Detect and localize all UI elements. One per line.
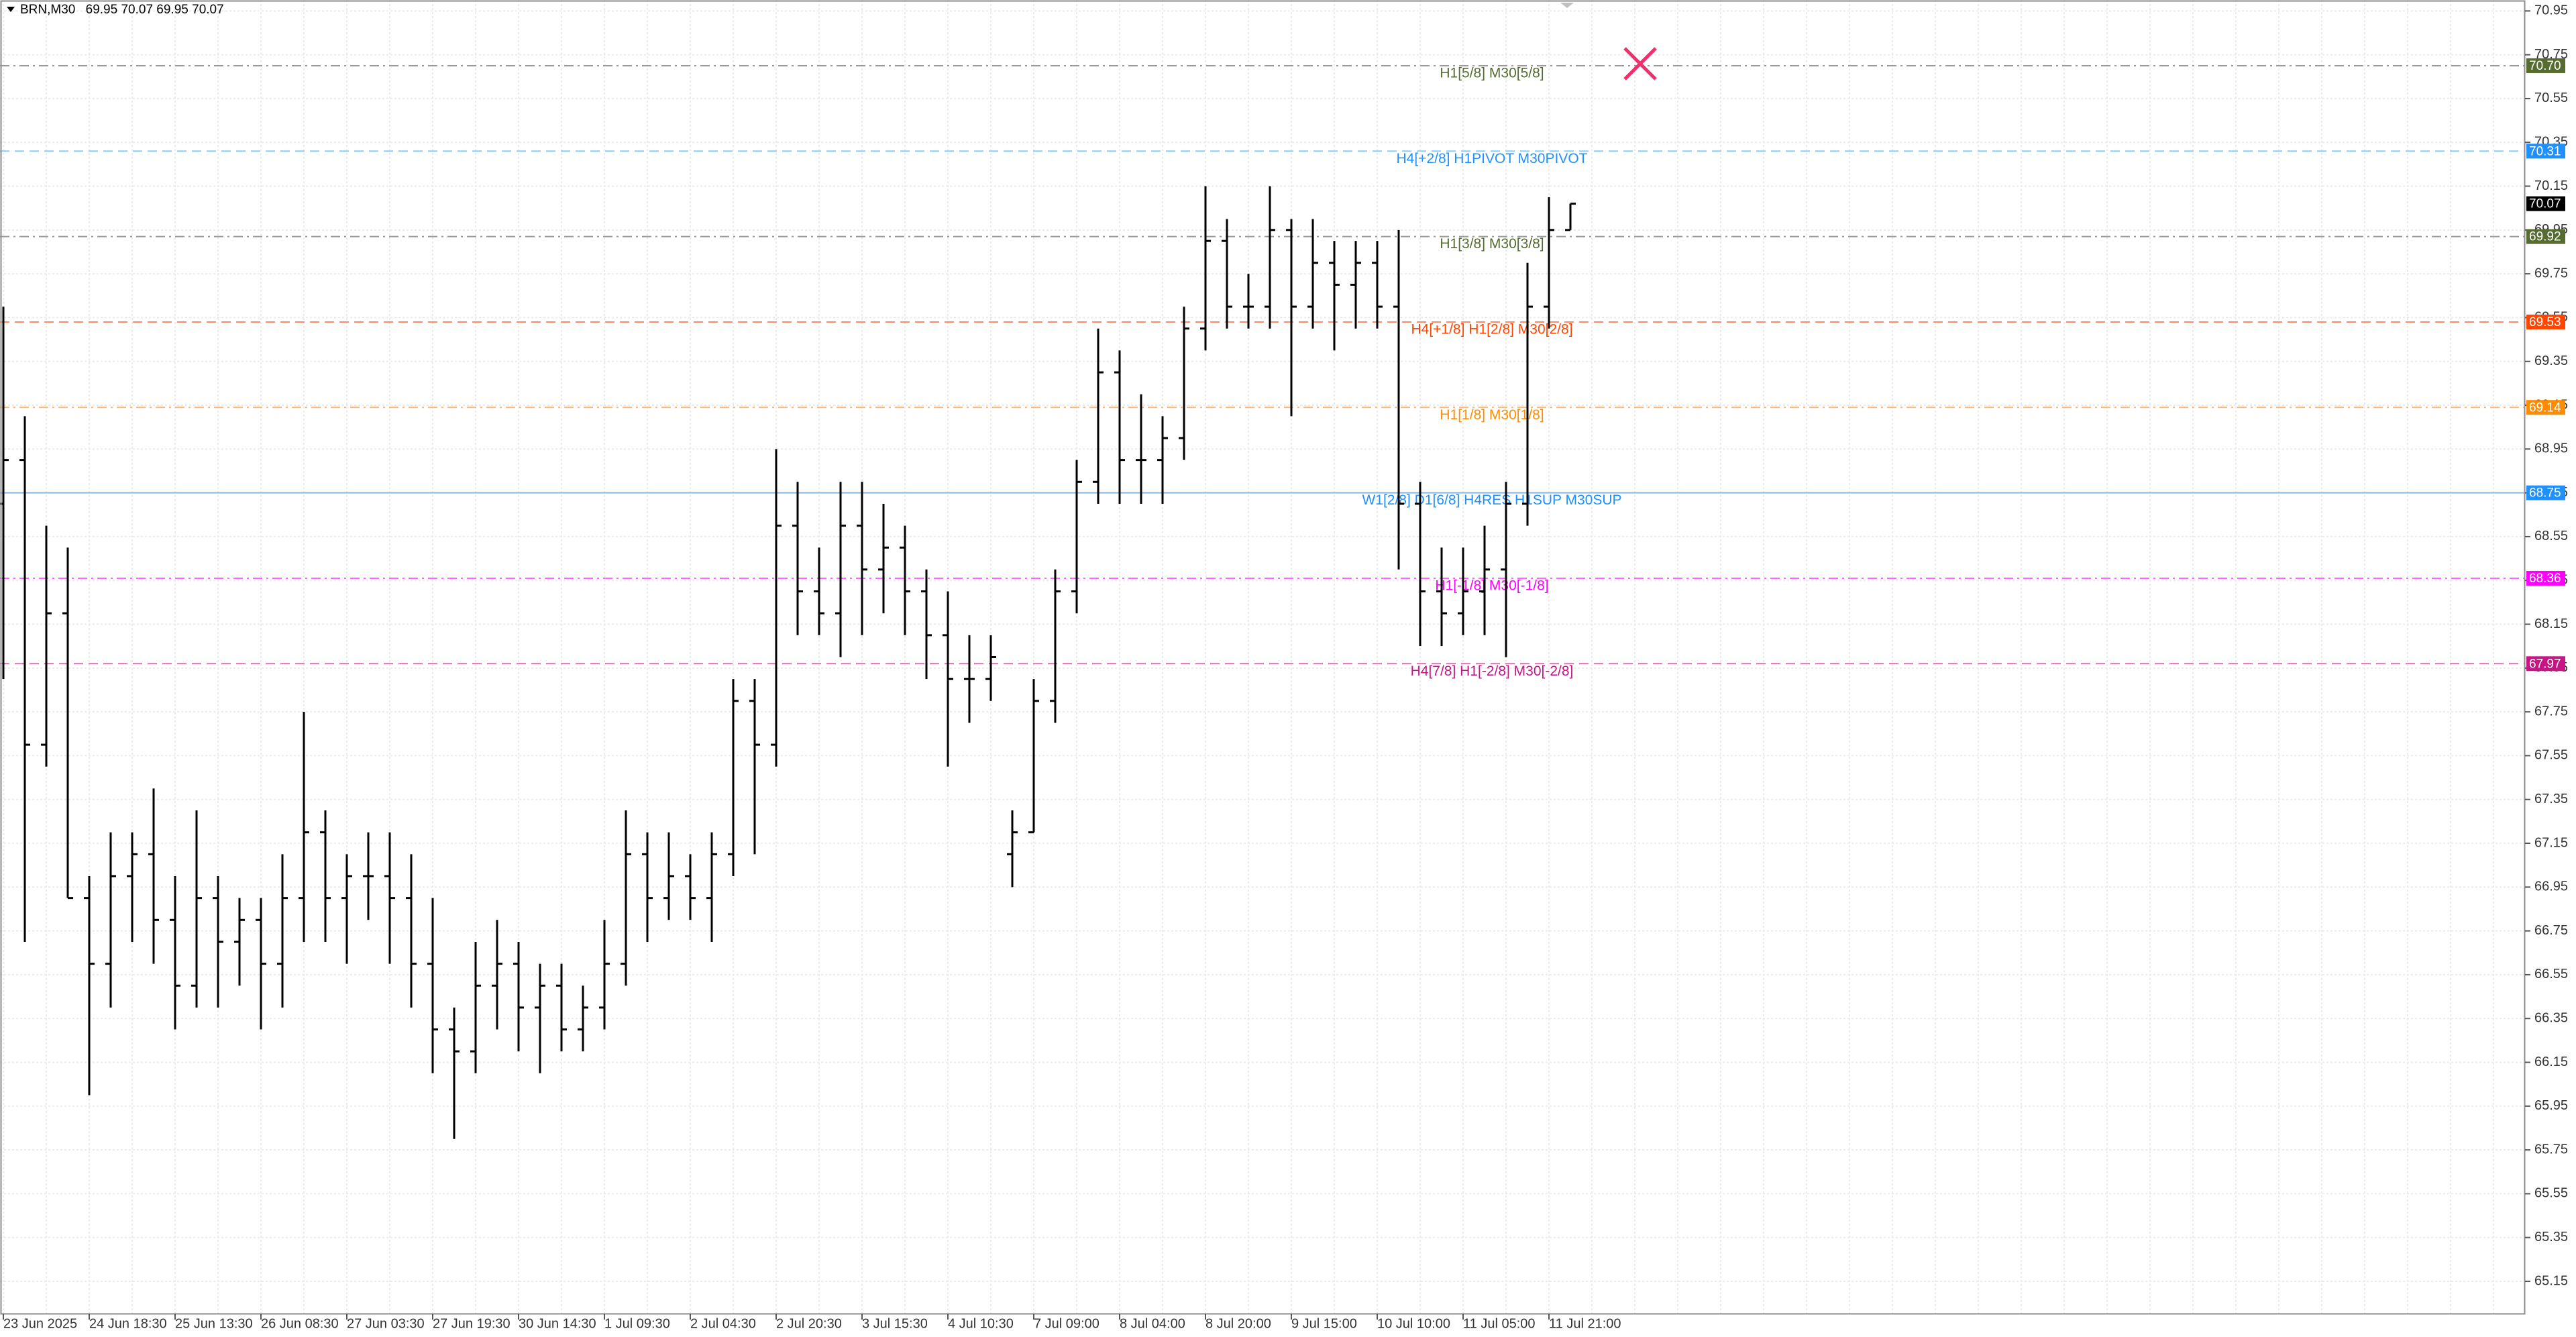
y-tick-label: 70.75 — [2534, 47, 2568, 62]
y-tick-label: 69.75 — [2534, 266, 2568, 280]
y-tick-label: 67.75 — [2534, 704, 2568, 718]
level-label: H1[1/8] M30[1/8] — [1440, 407, 1544, 423]
level-price-box — [2526, 656, 2565, 672]
last-price-box — [2526, 196, 2565, 211]
close-marker — [1623, 47, 1657, 81]
chart-header: BRN,M30 69.95 70.07 69.95 70.07 — [20, 3, 224, 17]
x-tick-label: 25 Jun 13:30 — [175, 1316, 253, 1331]
x-tick-label: 10 Jul 10:00 — [1377, 1316, 1450, 1331]
header-close: 70.07 — [192, 3, 224, 17]
level-price-label: 69.92 — [2529, 230, 2561, 244]
x-tick-label: 27 Jun 03:30 — [347, 1316, 425, 1331]
y-tick-label: 65.15 — [2534, 1273, 2568, 1288]
level-label: H4[7/8] H1[-2/8] M30[-2/8] — [1411, 663, 1574, 679]
level-price-box — [2526, 485, 2565, 500]
y-tick-label: 65.75 — [2534, 1142, 2568, 1157]
symbol: BRN,M30 — [20, 3, 75, 17]
y-tick-label: 66.15 — [2534, 1055, 2568, 1069]
plot-border — [0, 0, 2526, 1315]
y-tick-label: 66.75 — [2534, 923, 2568, 938]
level-label: W1[2/8] D1[6/8] H4RES H1SUP M30SUP — [1362, 492, 1621, 508]
axis: 70.9570.7570.5570.3570.1569.9569.7569.55… — [3, 3, 2568, 1331]
x-tick-label: 23 Jun 2025 — [3, 1316, 77, 1331]
shift-marker[interactable] — [1560, 3, 1574, 8]
y-tick-label: 66.55 — [2534, 967, 2568, 981]
menu-arrow[interactable] — [7, 7, 15, 12]
x-tick-label: 9 Jul 15:00 — [1291, 1316, 1357, 1331]
header-low: 69.95 — [156, 3, 189, 17]
grid — [0, 0, 2525, 1314]
y-tick-label: 67.15 — [2534, 835, 2568, 850]
x-tick-label: 2 Jul 20:30 — [776, 1316, 842, 1331]
level-price-label: 69.14 — [2529, 400, 2561, 415]
level-label: H1[5/8] M30[5/8] — [1440, 65, 1544, 81]
y-tick-label: 67.35 — [2534, 792, 2568, 806]
level-price-label: 69.53 — [2529, 315, 2561, 329]
level-price-box — [2526, 229, 2565, 244]
y-tick-label: 66.35 — [2534, 1011, 2568, 1026]
level-price-label: 70.70 — [2529, 59, 2561, 73]
x-tick-label: 24 Jun 18:30 — [89, 1316, 167, 1331]
level-label: H4[+1/8] H1[2/8] M30[2/8] — [1411, 322, 1572, 337]
x-tick-label: 7 Jul 09:00 — [1034, 1316, 1099, 1331]
bars — [0, 186, 1576, 1139]
x-tick-label: 26 Jun 08:30 — [261, 1316, 339, 1331]
y-tick-label: 70.15 — [2534, 178, 2568, 193]
y-tick-label: 67.55 — [2534, 748, 2568, 763]
level-price-label: 67.97 — [2529, 657, 2561, 671]
y-tick-label: 65.95 — [2534, 1098, 2568, 1113]
level-price-box — [2526, 400, 2565, 415]
x-tick-label: 30 Jun 14:30 — [519, 1316, 596, 1331]
header-open: 69.95 — [86, 3, 118, 17]
x-tick-label: 8 Jul 20:00 — [1205, 1316, 1271, 1331]
y-tick-label: 68.95 — [2534, 441, 2568, 456]
level-price-box — [2526, 58, 2565, 73]
x-tick-label: 11 Jul 21:00 — [1549, 1316, 1621, 1331]
level-price-label: 68.75 — [2529, 486, 2561, 500]
y-tick-label: 70.55 — [2534, 91, 2568, 105]
y-tick-label: 68.15 — [2534, 617, 2568, 631]
x-tick-label: 3 Jul 15:30 — [862, 1316, 928, 1331]
level-label: H1[-1/8] M30[-1/8] — [1435, 578, 1548, 594]
last-price-label: 70.07 — [2529, 197, 2561, 211]
y-tick-label: 68.55 — [2534, 529, 2568, 543]
level-price-label: 70.31 — [2529, 144, 2561, 158]
x-tick-label: 2 Jul 04:30 — [690, 1316, 756, 1331]
x-tick-label: 4 Jul 10:30 — [948, 1316, 1014, 1331]
x-tick-label: 1 Jul 09:30 — [604, 1316, 670, 1331]
level-label: H4[+2/8] H1PIVOT M30PIVOT — [1397, 151, 1588, 166]
y-tick-label: 65.35 — [2534, 1230, 2568, 1244]
y-tick-label: 70.95 — [2534, 3, 2568, 18]
level-price-box — [2526, 314, 2565, 329]
level-label: H1[3/8] M30[3/8] — [1440, 236, 1544, 252]
y-tick-label: 66.95 — [2534, 879, 2568, 894]
level-price-box — [2526, 570, 2565, 586]
level-price-box — [2526, 144, 2565, 159]
x-tick-label: 8 Jul 04:00 — [1120, 1316, 1185, 1331]
header-high: 70.07 — [121, 3, 153, 17]
x-tick-label: 11 Jul 05:00 — [1463, 1316, 1536, 1331]
x-tick-label: 27 Jun 19:30 — [433, 1316, 511, 1331]
y-tick-label: 69.35 — [2534, 354, 2568, 368]
level-price-label: 68.36 — [2529, 572, 2561, 586]
y-tick-label: 65.55 — [2534, 1186, 2568, 1201]
